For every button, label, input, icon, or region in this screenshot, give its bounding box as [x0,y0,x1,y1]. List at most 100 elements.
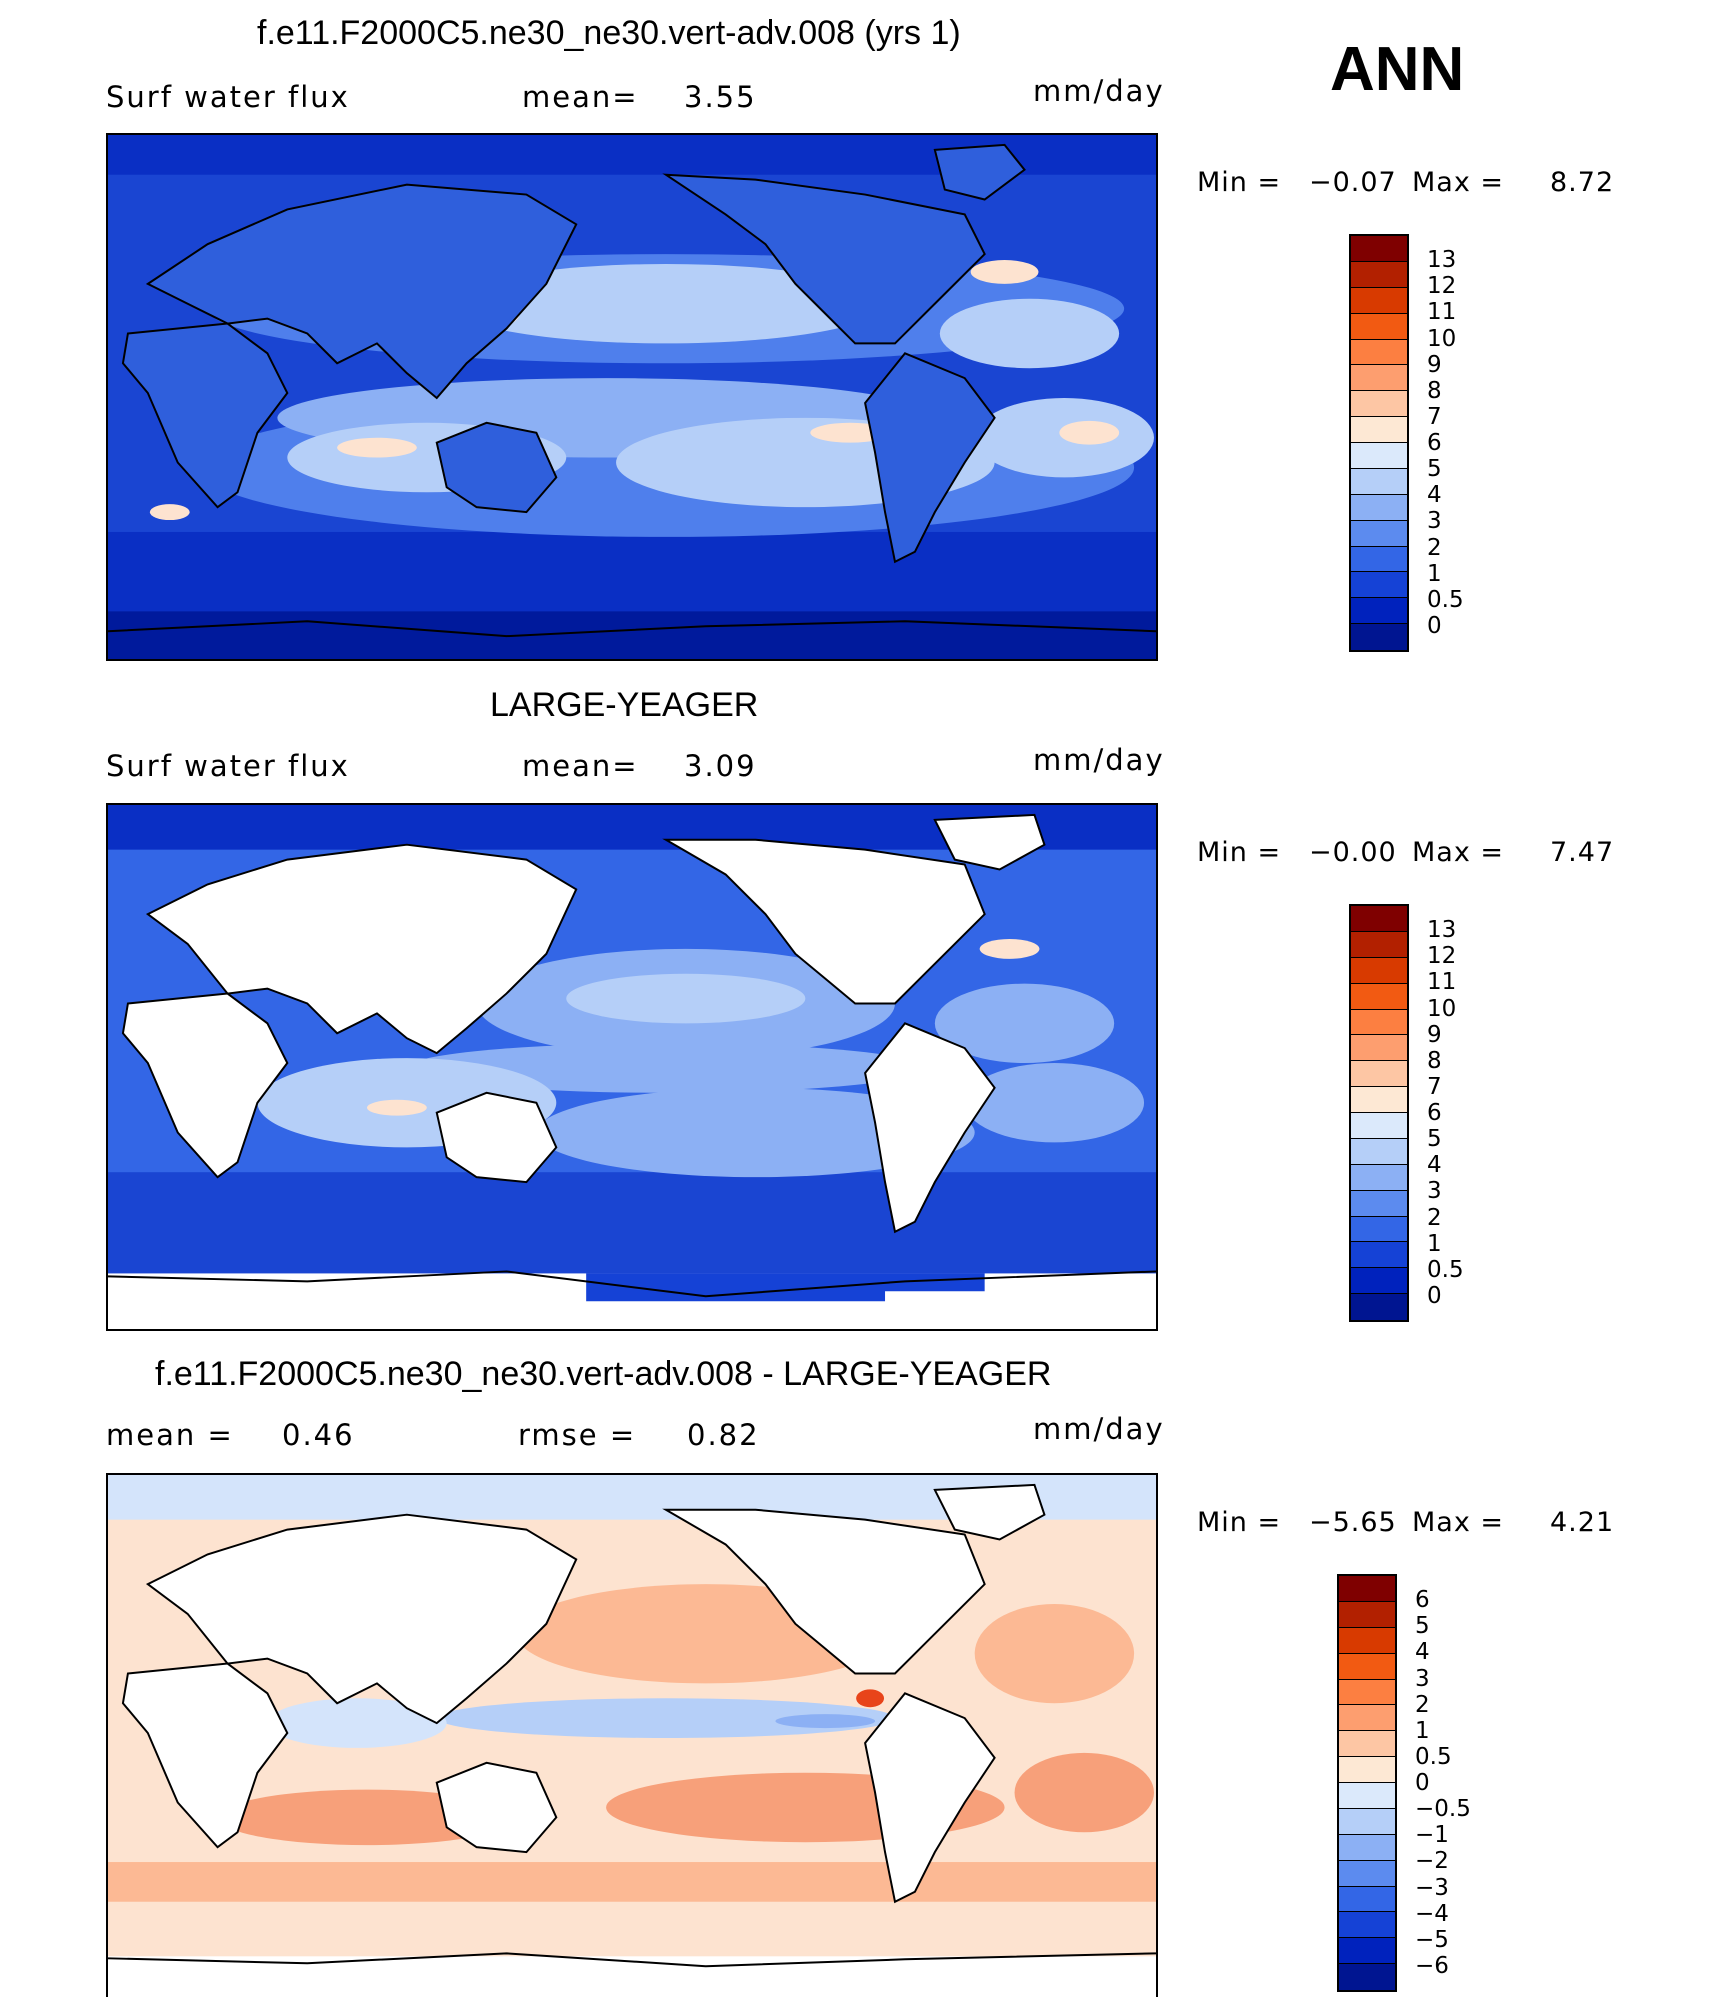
colorbar-box [1349,234,1409,652]
colorbar-tick-label: 4 [1427,1152,1442,1179]
panel-3-title: f.e11.F2000C5.ne30_ne30.vert-adv.008 - L… [155,1355,1052,1393]
colorbar-tick-label: −3 [1415,1874,1449,1901]
colorbar-tick-label: 12 [1427,943,1457,970]
southern-ocean-positive [108,1862,1156,1902]
colorbar-tick-label: −2 [1415,1848,1449,1875]
australia [435,1091,558,1184]
panel-3-colorbar: 6 5 4 3 2 1 0.5 0 −0.5 −1 −2 −3 −4 −5 −6 [1337,1574,1477,1992]
panel-1-max-value: 8.72 [1550,167,1615,198]
colorbar-segment [1351,931,1407,958]
colorbar-tick-label: 4 [1415,1639,1430,1666]
south-atlantic-high [964,1063,1145,1143]
colorbar-tick-label: 4 [1427,482,1442,509]
panel-2-max-label: Max = [1412,837,1505,868]
colorbar-tick-label: 5 [1427,456,1442,483]
continents-obs [108,813,1156,1298]
colorbar-tick-label: 13 [1427,917,1457,944]
colorbar-segment [1351,313,1407,340]
panel-2-colorbar: 13 12 11 10 9 8 7 6 5 4 3 2 1 0.5 0 [1349,904,1489,1322]
indian-warm-spot [367,1099,427,1116]
colorbar-segment [1351,1061,1407,1088]
colorbar-tick-label: 0 [1427,612,1442,639]
panel-2-variable: Surf water flux [106,749,350,783]
colorbar-segment [1351,598,1407,625]
gulf-stream-hotspot [970,260,1039,284]
eurasia [145,183,578,400]
colorbar-segment [1351,1009,1407,1036]
africa [121,322,289,509]
indian-warm-spot [337,437,417,458]
colorbar-tick-label: 8 [1427,377,1442,404]
colorbar-segment [1351,1268,1407,1295]
colorbar-segment [1351,1216,1407,1243]
panel-3-map [106,1473,1158,1997]
colorbar-segment [1351,391,1407,418]
colorbar-segment [1339,1938,1395,1965]
colorbar-segment [1339,1679,1395,1706]
colorbar-tick-label: 0.5 [1427,1256,1464,1283]
colorbar-segment [1351,1164,1407,1191]
atlantic-high [934,983,1115,1064]
colorbar-tick-label: 8 [1427,1047,1442,1074]
colorbar-tick-label: 7 [1427,1073,1442,1100]
panel-3-rmse-value: 0.82 [687,1418,760,1452]
colorbar-tick-label: −6 [1415,1952,1449,1979]
panel-3-rmse-label: rmse = [518,1418,637,1452]
colorbar-tick-label: 2 [1415,1691,1430,1718]
colorbar-tick-label: 10 [1427,325,1457,352]
continents-diff [108,1483,1156,1968]
colorbar-segment [1351,624,1407,650]
eurasia [145,843,578,1055]
panel-2-min-label: Min = [1197,837,1282,868]
panel-3-min-label: Min = [1197,1507,1282,1538]
colorbar-segment [1339,1757,1395,1783]
atlantic-warm-spot [1059,420,1120,445]
colorbar-tick-label: 11 [1427,969,1457,996]
panel-1-variable: Surf water flux [106,80,350,114]
panel-3-max-label: Max = [1412,1507,1505,1538]
colorbar-segment [1351,287,1407,314]
south-america [864,352,996,564]
equatorial-band [406,1043,925,1093]
greenland [933,813,1046,871]
colorbar-segment [1351,1242,1407,1269]
colorbar-tick-label: 3 [1427,1178,1442,1205]
antarctica-coast [108,1270,1156,1298]
colorbar-tick-label: −5 [1415,1926,1449,1953]
greenland [933,143,1026,201]
equatorial-negative-core [775,1714,876,1729]
colorbar-tick-label: 13 [1427,247,1457,274]
colorbar-tick-label: 3 [1427,508,1442,535]
colorbar-segment [1351,417,1407,443]
panel-2-min-value: −0.00 [1309,837,1397,868]
colorbar-tick-label: 11 [1427,299,1457,326]
south-america [864,1692,996,1904]
colorbar-tick-label: 5 [1427,1126,1442,1153]
colorbar-tick-label: 0 [1427,1282,1442,1309]
australia [435,1761,558,1854]
panel-2-max-value: 7.47 [1550,837,1615,868]
colorbar-segment [1339,1627,1395,1654]
colorbar-box [1349,904,1409,1322]
colorbar-segment [1339,1964,1395,1990]
colorbar-box [1337,1574,1397,1992]
colorbar-segment [1351,365,1407,392]
north-america [662,1508,986,1675]
north-atlantic-positive [974,1604,1135,1704]
north-america [662,838,986,1005]
colorbar-tick-label: −4 [1415,1900,1449,1927]
australia [435,421,558,514]
panel-3-units: mm/day [1033,1412,1165,1446]
colorbar-tick-label: 10 [1427,995,1457,1022]
equatorial-negative [436,1698,895,1738]
central-america-hotspot [856,1689,885,1708]
southern-ocean-band [108,1172,1156,1277]
colorbar-tick-label: −1 [1415,1822,1449,1849]
colorbar-segment [1351,468,1407,495]
colorbar-segment [1339,1808,1395,1835]
panel-1-map [106,133,1158,661]
colorbar-segment [1339,1912,1395,1939]
panel-2-title: LARGE-YEAGER [490,686,759,724]
colorbar-tick-label: 2 [1427,534,1442,561]
colorbar-segment [1339,1576,1395,1602]
